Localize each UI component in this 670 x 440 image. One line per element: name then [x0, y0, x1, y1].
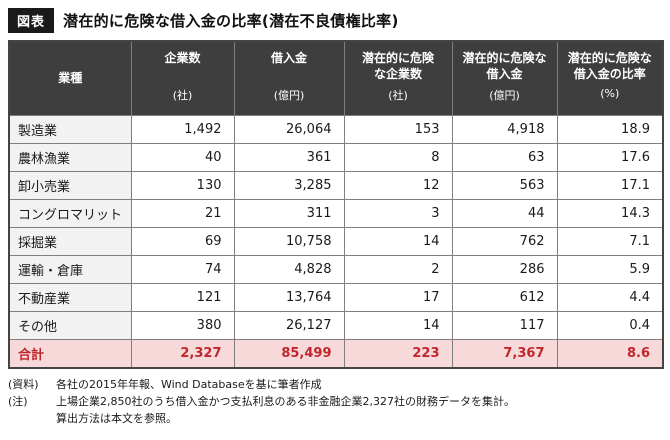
table-row: 運輸・倉庫 74 4,828 2 286 5.9 — [8, 254, 664, 284]
borrowings-cell: 361 — [233, 142, 345, 172]
figure-title: 潜在的に危険な借入金の比率(潜在不良債権比率) — [63, 12, 399, 30]
note-label — [8, 410, 56, 427]
column-header-industry: 業種 — [8, 40, 132, 116]
risky-ratio-cell: 0.4 — [556, 310, 664, 340]
risky-companies-cell: 14 — [343, 226, 453, 256]
column-header-unit: (億円) — [273, 89, 305, 102]
data-table: 業種 企業数 (社) 借入金 (億円) 潜在的に危険 な企業数 (社) 潜在的に… — [8, 40, 664, 369]
total-row: 合計 2,327 85,499 223 7,367 8.6 — [8, 338, 664, 369]
table-row: 卸小売業 130 3,285 12 563 17.1 — [8, 170, 664, 200]
companies-cell: 2,327 — [130, 338, 235, 369]
borrowings-cell: 3,285 — [233, 170, 345, 200]
companies-cell: 40 — [130, 142, 235, 172]
column-header-risky-company-count: 潜在的に危険 な企業数 (社) — [343, 40, 453, 116]
risky-borrowings-cell: 44 — [451, 198, 558, 228]
risky-companies-cell: 8 — [343, 142, 453, 172]
risky-borrowings-cell: 563 — [451, 170, 558, 200]
risky-borrowings-cell: 63 — [451, 142, 558, 172]
industry-cell: 製造業 — [8, 114, 132, 144]
borrowings-cell: 13,764 — [233, 282, 345, 312]
industry-cell: 運輸・倉庫 — [8, 254, 132, 284]
column-header-label: 潜在的に危険 な企業数 — [361, 51, 434, 82]
column-header-unit: (社) — [172, 89, 193, 102]
risky-companies-cell: 17 — [343, 282, 453, 312]
note-text: 算出方法は本文を参照。 — [56, 412, 177, 426]
companies-cell: 121 — [130, 282, 235, 312]
figure-container: 図表 潜在的に危険な借入金の比率(潜在不良債権比率) 業種 企業数 (社) 借入 — [0, 0, 670, 427]
risky-companies-cell: 153 — [343, 114, 453, 144]
risky-companies-cell: 2 — [343, 254, 453, 284]
risky-borrowings-cell: 117 — [451, 310, 558, 340]
risky-ratio-cell: 17.6 — [556, 142, 664, 172]
notes: (資料) 各社の2015年年報、Wind Databaseを基に筆者作成 (注)… — [8, 376, 662, 427]
header-row: 業種 企業数 (社) 借入金 (億円) 潜在的に危険 な企業数 (社) 潜在的に… — [8, 40, 664, 116]
risky-companies-cell: 14 — [343, 310, 453, 340]
risky-borrowings-cell: 7,367 — [451, 338, 558, 369]
column-header-label: 業種 — [58, 71, 83, 86]
risky-ratio-cell: 8.6 — [556, 338, 664, 369]
risky-borrowings-cell: 4,918 — [451, 114, 558, 144]
table-row: 製造業 1,492 26,064 153 4,918 18.9 — [8, 114, 664, 144]
note-label: (資料) — [8, 378, 39, 391]
industry-cell: 不動産業 — [8, 282, 132, 312]
industry-cell: 採掘業 — [8, 226, 132, 256]
risky-borrowings-cell: 612 — [451, 282, 558, 312]
note-source: (資料) 各社の2015年年報、Wind Databaseを基に筆者作成 — [8, 376, 662, 393]
column-header-borrowings: 借入金 (億円) — [233, 40, 345, 116]
companies-cell: 1,492 — [130, 114, 235, 144]
table-row: 農林漁業 40 361 8 63 17.6 — [8, 142, 664, 172]
companies-cell: 380 — [130, 310, 235, 340]
column-header-unit: (社) — [388, 89, 408, 102]
risky-ratio-cell: 7.1 — [556, 226, 664, 256]
borrowings-cell: 26,127 — [233, 310, 345, 340]
companies-cell: 69 — [130, 226, 235, 256]
companies-cell: 21 — [130, 198, 235, 228]
risky-ratio-cell: 5.9 — [556, 254, 664, 284]
column-header-label: 潜在的に危険な 借入金の比率 — [567, 51, 652, 82]
risky-companies-cell: 223 — [343, 338, 453, 369]
industry-cell: コングロマリット — [8, 198, 132, 228]
risky-companies-cell: 12 — [343, 170, 453, 200]
column-header-unit: (億円) — [489, 89, 520, 102]
borrowings-cell: 10,758 — [233, 226, 345, 256]
table-row: 採掘業 69 10,758 14 762 7.1 — [8, 226, 664, 256]
note-text: 上場企業2,850社のうち借入金かつ支払利息のある非金融企業2,327社の財務デ… — [56, 395, 515, 409]
borrowings-cell: 311 — [233, 198, 345, 228]
column-header-risky-ratio: 潜在的に危険な 借入金の比率 (%) — [556, 40, 664, 116]
figure-header: 図表 潜在的に危険な借入金の比率(潜在不良債権比率) — [0, 0, 670, 40]
risky-ratio-cell: 18.9 — [556, 114, 664, 144]
note-remark: (注) 上場企業2,850社のうち借入金かつ支払利息のある非金融企業2,327社… — [8, 393, 662, 410]
risky-ratio-cell: 14.3 — [556, 198, 664, 228]
risky-ratio-cell: 17.1 — [556, 170, 664, 200]
column-header-risky-borrowings: 潜在的に危険な 借入金 (億円) — [451, 40, 558, 116]
table-row: 不動産業 121 13,764 17 612 4.4 — [8, 282, 664, 312]
column-header-label: 潜在的に危険な 借入金 — [462, 51, 547, 82]
table-row: コングロマリット 21 311 3 44 14.3 — [8, 198, 664, 228]
note-text: 各社の2015年年報、Wind Databaseを基に筆者作成 — [56, 378, 322, 391]
column-header-unit: (%) — [600, 87, 620, 100]
risky-companies-cell: 3 — [343, 198, 453, 228]
risky-ratio-cell: 4.4 — [556, 282, 664, 312]
borrowings-cell: 85,499 — [233, 338, 345, 369]
industry-cell: 農林漁業 — [8, 142, 132, 172]
risky-borrowings-cell: 762 — [451, 226, 558, 256]
borrowings-cell: 26,064 — [233, 114, 345, 144]
column-header-company-count: 企業数 (社) — [130, 40, 235, 116]
figure-badge: 図表 — [8, 8, 55, 33]
industry-cell: その他 — [8, 310, 132, 340]
column-header-label: 企業数 — [164, 51, 201, 65]
risky-borrowings-cell: 286 — [451, 254, 558, 284]
companies-cell: 130 — [130, 170, 235, 200]
companies-cell: 74 — [130, 254, 235, 284]
borrowings-cell: 4,828 — [233, 254, 345, 284]
note-label: (注) — [8, 395, 28, 409]
industry-cell: 合計 — [8, 338, 132, 369]
note-remark-continued: 算出方法は本文を参照。 — [8, 410, 662, 427]
industry-cell: 卸小売業 — [8, 170, 132, 200]
table-row: その他 380 26,127 14 117 0.4 — [8, 310, 664, 340]
column-header-label: 借入金 — [270, 51, 307, 65]
